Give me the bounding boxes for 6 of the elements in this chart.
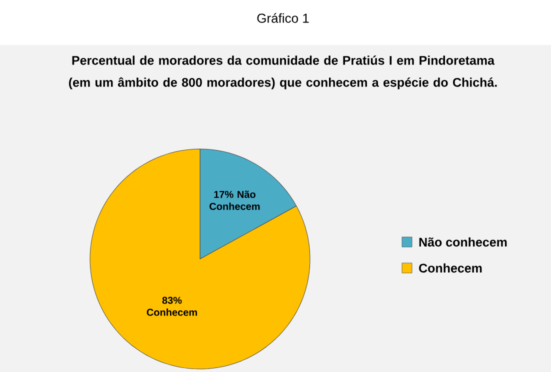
chart-title: Percentual de moradores da comunidade de Pratiús I em Pindoretama (em um âmbito de 800 moradores) que conhecem a espécie do Chichá. <box>68 56 497 90</box>
legend-label: Não conhecem <box>419 237 507 247</box>
data-label: 17% Não Conhecem <box>210 190 260 210</box>
legend-label: Conhecem <box>419 263 482 273</box>
data-label: 83% Conhecem <box>146 296 197 316</box>
text: Gráfico 1 <box>257 13 309 23</box>
